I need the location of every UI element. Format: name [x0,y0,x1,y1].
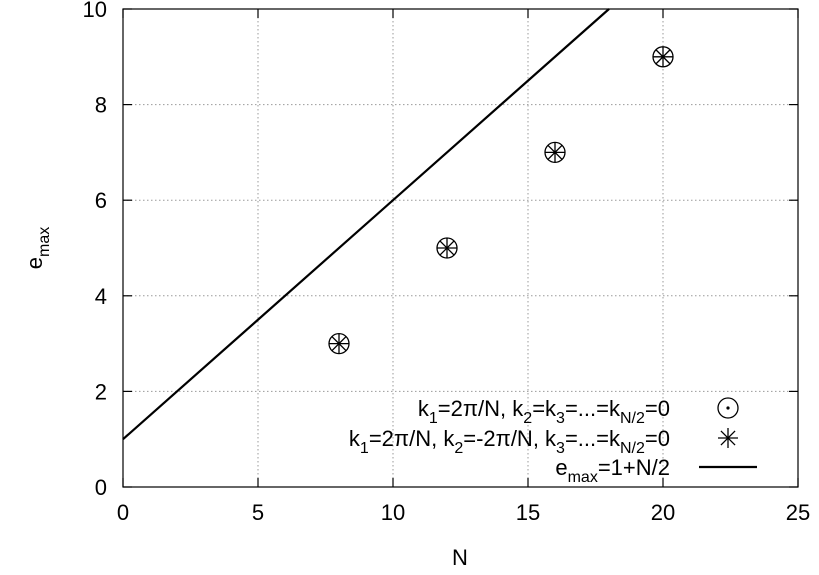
legend-label-sub: max [568,469,598,486]
legend: k1=2π/N, k2=k3=...=kN/2=0k1=2π/N, k2=-2π… [349,396,757,486]
legend-label-sub: 3 [556,440,565,457]
y-tick-label: 0 [95,475,107,500]
legend-label-sub: 3 [556,410,565,427]
legend-label-part: k [418,396,430,421]
y-tick-label: 8 [95,93,107,118]
axis-ticks [122,8,799,488]
legend-label-sub: N/2 [620,440,645,457]
legend-label-part: =...=k [565,426,621,451]
legend-label-sub: N/2 [620,410,645,427]
legend-label-part: =2π/N, k [369,426,455,451]
legend-label-0: k1=2π/N, k2=k3=...=kN/2=0 [418,396,670,427]
legend-label-sub: 1 [360,440,369,457]
y-tick-label: 2 [95,379,107,404]
legend-label-1: k1=2π/N, k2=-2π/N, k3=...=kN/2=0 [349,426,670,457]
y-tick-label: 4 [95,284,107,309]
x-tick-label: 15 [516,500,540,525]
legend-label-part: =0 [645,396,670,421]
y-axis-title-sub: max [36,227,53,257]
legend-sample-1 [718,428,738,448]
legend-label-part: =...=k [565,396,621,421]
data-point-asterisk-stroke [439,240,455,256]
x-tick-labels: 0 5 10 15 20 25 [117,500,810,525]
legend-label-part: e [555,455,567,480]
data-point-asterisk-stroke [547,144,563,160]
data-point-asterisk [329,333,349,354]
legend-label-sub: 2 [454,440,463,457]
legend-label-sub: 1 [429,410,438,427]
series-reference-line [122,8,610,441]
x-tick-label: 5 [252,500,264,525]
y-axis-title: emax [22,227,53,269]
series-line-2 [122,8,610,441]
legend-label-part: =1+N/2 [598,455,670,480]
legend-label-part: =0 [645,426,670,451]
legend-label-part: =2π/N, k [438,396,524,421]
data-point-asterisk [437,238,457,258]
data-point-asterisk-stroke [331,336,347,352]
legend-label-part: =k [532,396,557,421]
y-tick-label: 6 [95,188,107,213]
y-tick-label: 10 [83,0,107,22]
legend-sample-0-dot [726,406,730,410]
grid-lines [123,9,798,487]
plot-frame [122,8,799,488]
data-point-asterisk [545,142,565,163]
legend-sample-1-stroke [720,430,736,446]
legend-label-part: k [349,426,361,451]
legend-label-sub: 2 [523,410,532,427]
x-axis-title: N [452,545,468,570]
series-markers [328,46,674,355]
y-tick-labels: 0 2 4 6 8 10 [83,0,107,500]
legend-sample-0 [717,397,739,419]
x-tick-label: 10 [381,500,405,525]
legend-sample-0-ring [717,397,739,419]
x-tick-label: 20 [651,500,675,525]
legend-label-part: =-2π/N, k [463,426,557,451]
data-point-asterisk [653,46,673,67]
y-axis-title-base: e [22,257,47,269]
x-tick-label: 25 [786,500,810,525]
legend-label-2: emax=1+N/2 [555,455,670,486]
x-tick-label: 0 [117,500,129,525]
data-point-asterisk-stroke [655,49,671,65]
